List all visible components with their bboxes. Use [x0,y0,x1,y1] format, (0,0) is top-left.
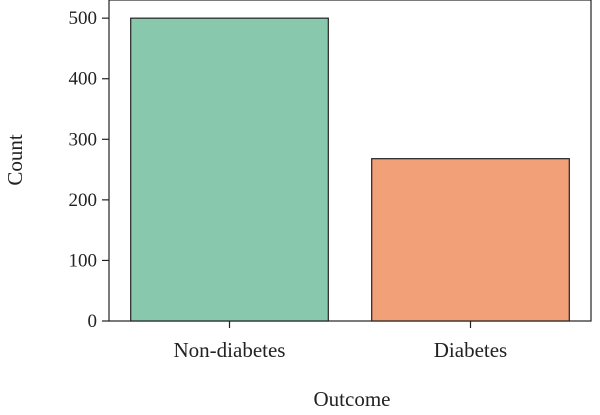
bars-group [130,17,570,322]
y-tick-label: 400 [69,69,98,90]
y-tick-label: 100 [69,250,98,271]
x-tick-label: Diabetes [434,338,507,362]
bar-diabetes [371,158,570,322]
x-axis: Non-diabetes Diabetes [174,321,507,362]
y-axis-label: Count [3,134,27,186]
y-axis: 0 100 200 300 400 500 [69,8,109,332]
bar-non-diabetes [130,17,329,322]
x-axis-label: Outcome [314,387,391,411]
y-tick-label: 500 [69,8,98,29]
plot-frame [108,0,592,322]
y-tick-label: 0 [88,311,98,332]
x-tick-label: Non-diabetes [174,338,286,362]
y-tick-label: 300 [69,129,98,150]
y-tick-label: 200 [69,190,98,211]
